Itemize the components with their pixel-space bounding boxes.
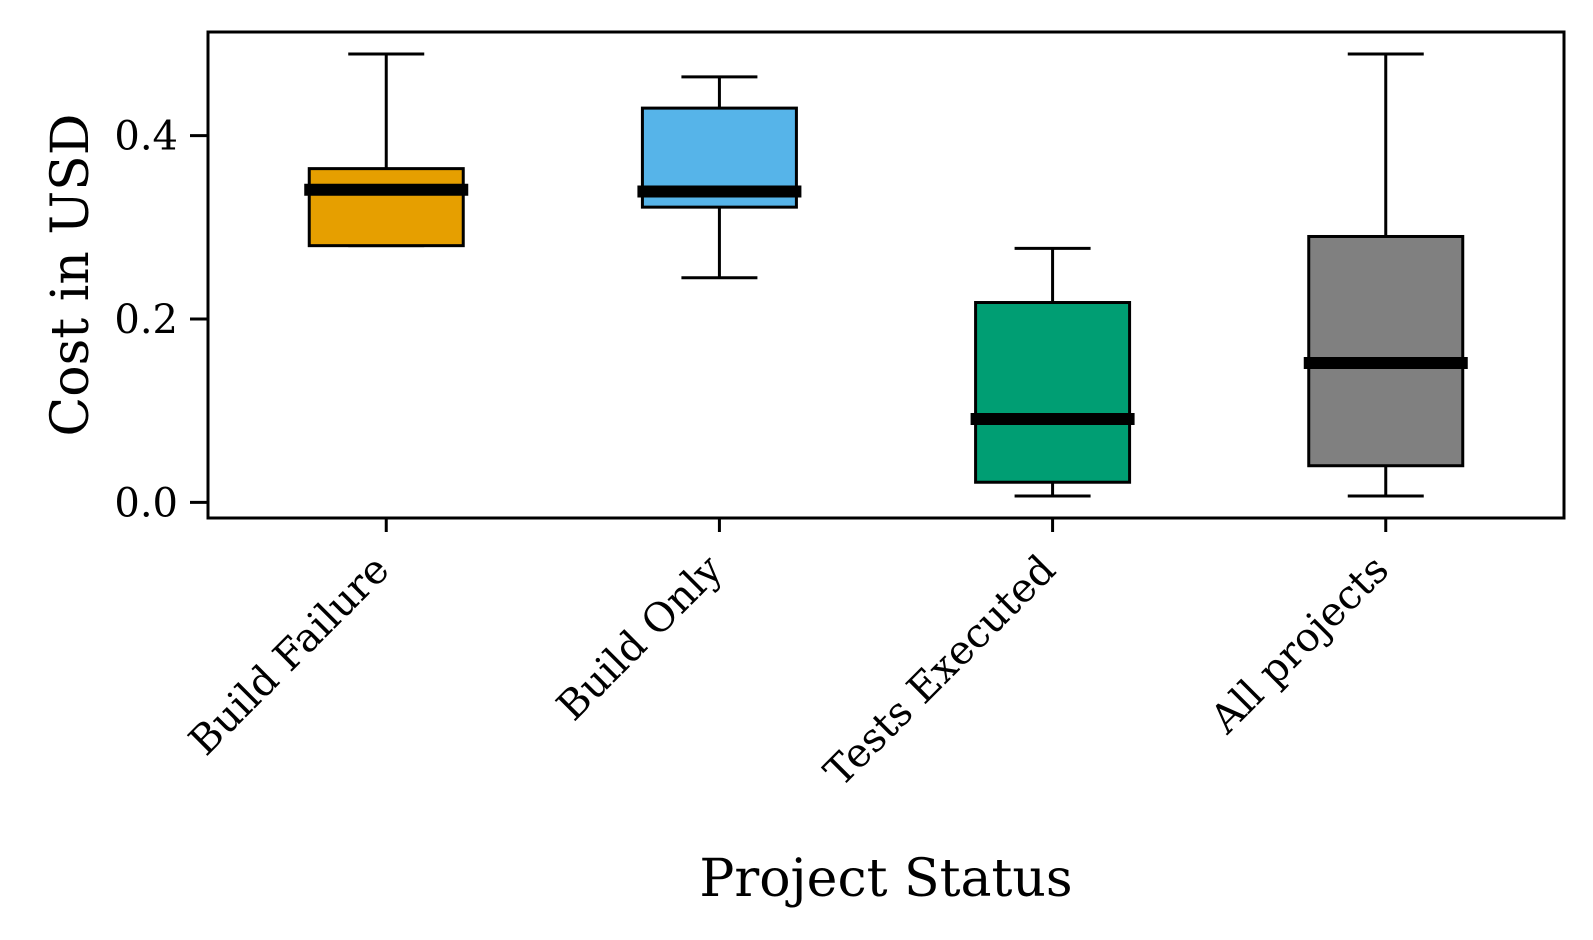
y-axis: 0.0 0.2 0.4 — [114, 114, 208, 526]
plot-area — [304, 52, 1468, 498]
box-tests-executed — [970, 246, 1135, 498]
plot-frame — [206, 30, 1566, 520]
x-axis-title: Project Status — [699, 849, 1072, 909]
x-tick-label: Build Failure — [180, 547, 398, 765]
y-axis-title: Cost in USD — [41, 114, 101, 437]
x-axis: Build Failure Build Only Tests Executed All… — [180, 518, 1398, 796]
x-tick-label: All projects — [1201, 547, 1398, 744]
y-tick-label: 0.0 — [114, 480, 178, 526]
box-build-only — [637, 75, 802, 280]
x-tick-label: Tests Executed — [816, 547, 1065, 796]
box-iqr — [1307, 234, 1465, 468]
box-all-projects — [1303, 52, 1468, 498]
box-build-failure — [304, 52, 469, 248]
y-tick-label: 0.2 — [114, 297, 178, 343]
y-tick-label: 0.4 — [114, 114, 178, 160]
box-iqr — [974, 301, 1132, 484]
x-tick-label: Build Only — [548, 546, 731, 729]
box-iqr — [307, 167, 465, 248]
